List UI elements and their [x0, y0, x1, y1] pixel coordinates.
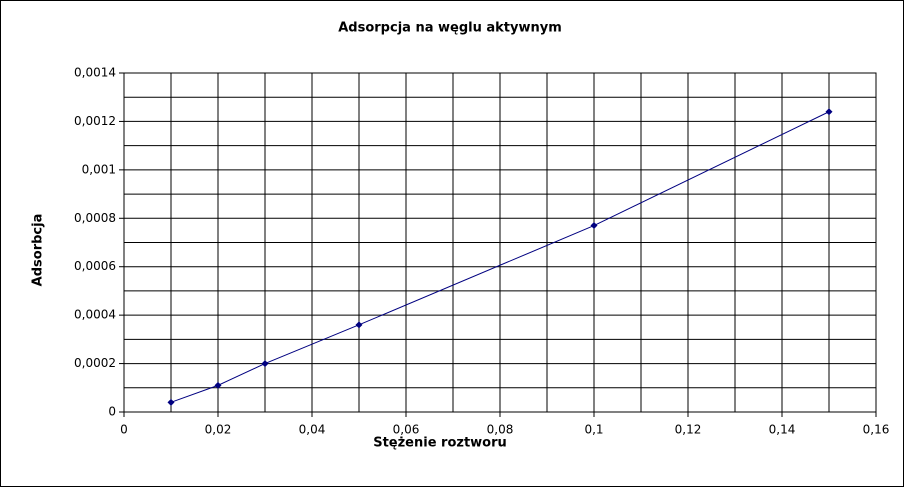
- x-tick-label: 0,14: [769, 423, 796, 437]
- x-tick-label: 0,06: [393, 423, 420, 437]
- y-tick-label: 0,0008: [74, 211, 116, 225]
- chart-title: Adsorpcja na węglu aktywnym: [338, 21, 562, 36]
- x-tick-label: 0,02: [205, 423, 232, 437]
- y-tick-label: 0: [108, 405, 116, 419]
- x-axis-label: Stężenie roztworu: [373, 436, 507, 451]
- data-point: [590, 222, 598, 230]
- data-point: [167, 398, 175, 406]
- data-point: [355, 321, 363, 329]
- x-tick-label: 0,1: [584, 423, 603, 437]
- x-tick-label: 0,12: [675, 423, 702, 437]
- y-tick-label: 0,0004: [74, 308, 116, 322]
- y-tick-label: 0,0014: [74, 66, 116, 80]
- y-tick-label: 0,0012: [74, 114, 116, 128]
- x-tick-label: 0,08: [487, 423, 514, 437]
- y-tick-label: 0,001: [82, 162, 116, 176]
- x-tick-label: 0,04: [299, 423, 326, 437]
- y-tick-label: 0,0002: [74, 356, 116, 370]
- y-axis-label: Adsorbcja: [31, 214, 46, 287]
- data-point: [214, 381, 222, 389]
- data-point: [825, 108, 833, 116]
- x-tick-label: 0,16: [863, 423, 890, 437]
- y-tick-label: 0,0006: [74, 259, 116, 273]
- data-point: [261, 360, 269, 368]
- series-line: [170, 111, 830, 403]
- x-tick-label: 0: [120, 423, 128, 437]
